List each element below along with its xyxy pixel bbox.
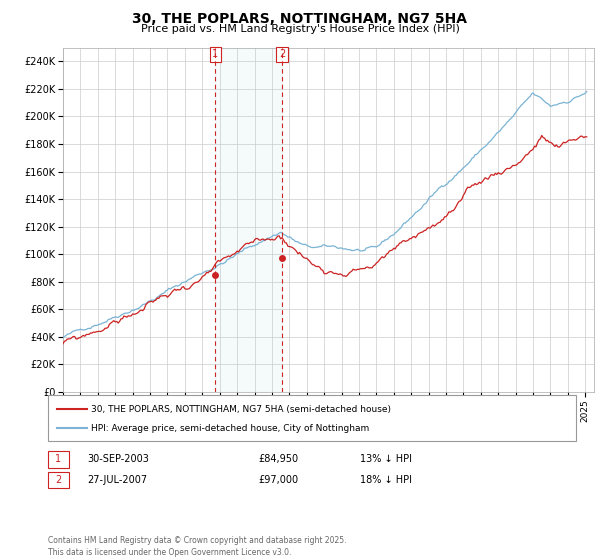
Text: 27-JUL-2007: 27-JUL-2007: [87, 475, 147, 485]
Text: 2: 2: [55, 475, 62, 485]
Text: 30, THE POPLARS, NOTTINGHAM, NG7 5HA (semi-detached house): 30, THE POPLARS, NOTTINGHAM, NG7 5HA (se…: [91, 405, 391, 414]
Text: Price paid vs. HM Land Registry's House Price Index (HPI): Price paid vs. HM Land Registry's House …: [140, 24, 460, 34]
Text: 13% ↓ HPI: 13% ↓ HPI: [360, 454, 412, 464]
Bar: [215, 48, 282, 392]
Text: 18% ↓ HPI: 18% ↓ HPI: [360, 475, 412, 485]
Text: 1: 1: [55, 454, 62, 464]
Text: 2: 2: [279, 49, 285, 59]
Text: 30-SEP-2003: 30-SEP-2003: [87, 454, 149, 464]
Text: Contains HM Land Registry data © Crown copyright and database right 2025.
This d: Contains HM Land Registry data © Crown c…: [48, 536, 347, 557]
Text: 1: 1: [212, 49, 218, 59]
Text: £97,000: £97,000: [258, 475, 298, 485]
Text: £84,950: £84,950: [258, 454, 298, 464]
Text: HPI: Average price, semi-detached house, City of Nottingham: HPI: Average price, semi-detached house,…: [91, 424, 370, 433]
Text: 30, THE POPLARS, NOTTINGHAM, NG7 5HA: 30, THE POPLARS, NOTTINGHAM, NG7 5HA: [133, 12, 467, 26]
